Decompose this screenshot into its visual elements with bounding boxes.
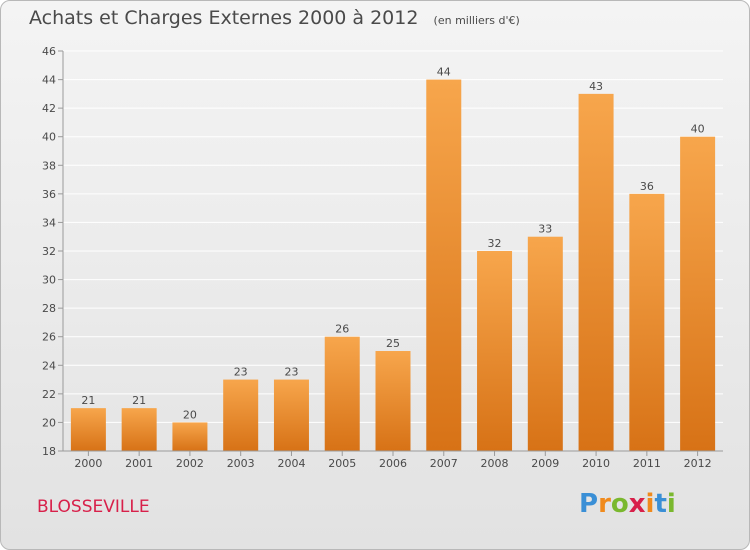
y-tick-label: 32 (42, 245, 56, 258)
y-tick-label: 28 (42, 302, 56, 315)
bar (375, 351, 411, 451)
bar (578, 93, 614, 451)
y-tick-label: 34 (42, 216, 56, 229)
x-tick-label: 2010 (582, 457, 610, 470)
bar (629, 193, 665, 451)
labels: 18 20 22 24 26 28 30 32 34 36 38 40 42 44 46 21 2000 21 20… (42, 45, 712, 470)
logo-letter: i (666, 489, 676, 519)
bar (223, 379, 259, 451)
y-tick-label: 44 (42, 74, 56, 87)
data-label: 25 (386, 337, 400, 350)
x-tick-label: 2009 (531, 457, 559, 470)
unit-note: (en milliers d'€) (433, 14, 520, 27)
bar (273, 379, 309, 451)
data-label: 21 (81, 394, 95, 407)
proxiti-logo: Proxiti (579, 489, 676, 519)
x-tick-label: 2001 (125, 457, 153, 470)
x-tick-label: 2004 (277, 457, 305, 470)
bar (172, 422, 208, 451)
data-label: 40 (691, 123, 705, 136)
data-label: 32 (488, 237, 502, 250)
chart-title: Achats et Charges Externes 2000 à 2012 (29, 7, 419, 29)
logo-letter: x (628, 489, 646, 519)
y-tick-label: 20 (42, 416, 56, 429)
x-tick-label: 2000 (74, 457, 102, 470)
y-tick-label: 30 (42, 274, 56, 287)
x-tick-label: 2008 (481, 457, 509, 470)
y-tick-label: 40 (42, 131, 56, 144)
title-row: Achats et Charges Externes 2000 à 2012 (… (29, 7, 520, 29)
bar (121, 408, 157, 451)
bars (70, 79, 716, 452)
y-tick-label: 36 (42, 188, 56, 201)
x-tick-label: 2005 (328, 457, 356, 470)
bar (680, 136, 716, 451)
bar (477, 251, 513, 451)
data-label: 43 (589, 80, 603, 93)
data-label: 23 (234, 366, 248, 379)
y-tick-label: 46 (42, 45, 56, 58)
y-tick-label: 22 (42, 388, 56, 401)
data-label: 36 (640, 180, 654, 193)
commune-name: BLOSSEVILLE (37, 497, 150, 517)
logo-letter: o (610, 489, 629, 519)
bar (70, 408, 106, 451)
bar (527, 236, 563, 451)
y-tick-label: 38 (42, 159, 56, 172)
y-tick-label: 18 (42, 445, 56, 458)
data-label: 20 (183, 408, 197, 421)
axes (58, 50, 723, 456)
y-tick-label: 42 (42, 102, 56, 115)
y-tick-label: 24 (42, 359, 56, 372)
x-tick-label: 2007 (430, 457, 458, 470)
logo-letter: P (579, 489, 599, 519)
x-tick-label: 2006 (379, 457, 407, 470)
logo-letter: i (645, 489, 655, 519)
data-label: 33 (538, 223, 552, 236)
data-label: 26 (335, 323, 349, 336)
data-label: 21 (132, 394, 146, 407)
x-tick-label: 2012 (684, 457, 712, 470)
bar (426, 79, 462, 452)
logo-letter: t (654, 489, 667, 519)
x-tick-label: 2011 (633, 457, 661, 470)
bar (324, 336, 360, 451)
y-tick-label: 26 (42, 331, 56, 344)
x-tick-label: 2003 (227, 457, 255, 470)
data-label: 44 (437, 66, 451, 79)
logo-letter: r (598, 489, 611, 519)
data-label: 23 (284, 366, 298, 379)
x-tick-label: 2002 (176, 457, 204, 470)
